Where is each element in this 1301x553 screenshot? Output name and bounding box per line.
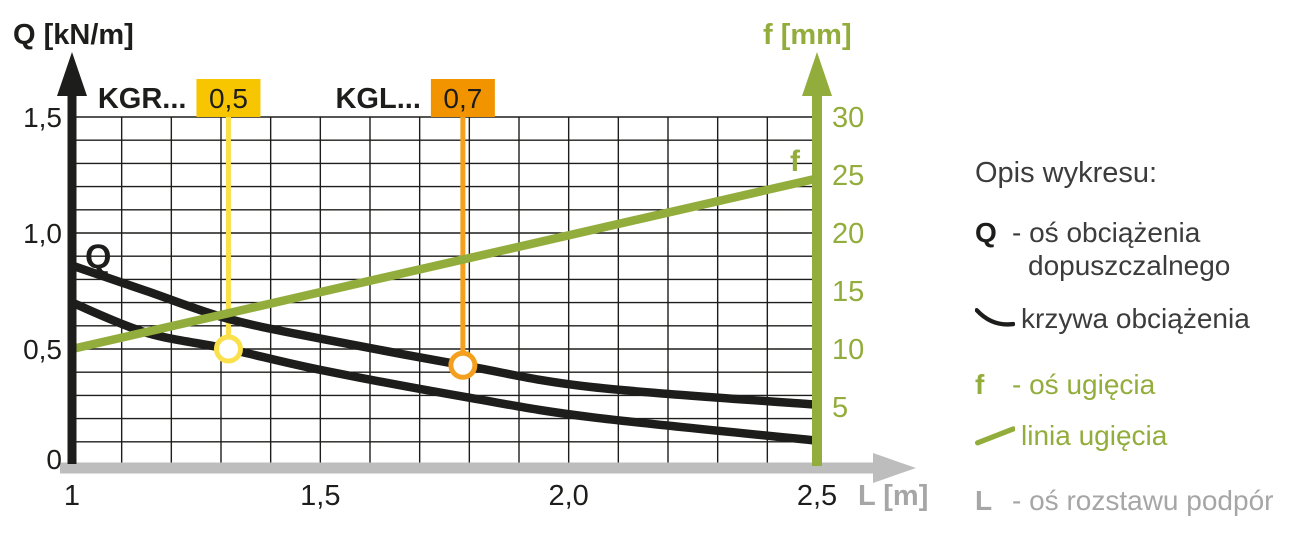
l-axis-arrow (873, 453, 916, 483)
legend-item-deflection-axis: f - oś ugięcia (975, 368, 1295, 401)
legend-item-label: - oś obciążenia dopuszczalnego (1012, 217, 1231, 281)
badge-value-kgr: 0,5 (209, 83, 248, 114)
l-axis-tick-label: 1 (64, 480, 80, 512)
annotation-label-kgl: KGL... (335, 83, 420, 115)
q-axis-symbol: Q (975, 217, 997, 248)
legend-item-load-axis: Q - oś obciążenia dopuszczalnego (975, 216, 1295, 282)
marker-kgl (448, 350, 478, 380)
legend-item-label: - oś rozstawu podpór (1012, 485, 1274, 516)
q-axis-arrow (57, 52, 87, 96)
legend-item-label: krzywa obciążenia (1021, 303, 1250, 334)
badge-kgr (196, 79, 261, 117)
series-kgr (67, 298, 822, 445)
legend-title: Opis wykresu: (975, 157, 1158, 189)
f-axis-symbol: f (975, 369, 985, 400)
f-axis-tick-label: 10 (832, 334, 864, 366)
l-axis-symbol: L (975, 485, 993, 516)
q-axis-tick-label: 1,5 (23, 102, 62, 133)
q-axis-tick-label: 0 (46, 444, 62, 475)
annotation-label-kgr: KGR... (98, 83, 187, 115)
deflection-line-icon (975, 419, 1021, 455)
l-axis-tick-label: 2,0 (549, 480, 589, 512)
inline-label-q: Q (85, 238, 111, 276)
f-axis-arrow (802, 52, 832, 96)
f-axis-tick-label: 15 (832, 276, 864, 308)
f-axis-tick-label: 25 (832, 160, 864, 192)
legend-item-span-axis: L - oś rozstawu podpór (975, 484, 1295, 517)
marker-kgr (213, 334, 243, 364)
chart-legend: Opis wykresu: Q - oś obciążenia dopuszcz… (974, 156, 1295, 517)
inline-label-f: f (790, 145, 801, 178)
series-ugiecie (67, 174, 822, 354)
grid (71, 116, 818, 466)
load-deflection-chart: 0 0,5 1,0 1,5 5 10 15 20 25 30 1 1,5 2,0 2,5 Q [kN/m] f… (13, 19, 928, 512)
l-axis-tick-label: 1,5 (300, 480, 340, 512)
legend-item-label: linia ugięcia (1021, 420, 1168, 451)
legend-item-label: - oś ugięcia (1012, 369, 1156, 400)
legend-item-load-curve: krzywa obciążenia (974, 302, 1295, 338)
f-axis-tick-label: 20 (832, 218, 864, 250)
legend-item-deflection-line: linia ugięcia (975, 419, 1295, 455)
q-axis-tick-label: 1,0 (23, 218, 62, 249)
badge-value-kgl: 0,7 (443, 83, 482, 114)
badge-kgl (430, 79, 495, 117)
f-axis-tick-label: 30 (832, 102, 864, 134)
q-axis-tick-label: 0,5 (23, 334, 62, 365)
series-kgl (67, 261, 822, 409)
load-curve-icon (974, 302, 1021, 338)
l-axis-tick-label: 2,5 (797, 480, 837, 512)
f-axis-tick-label: 5 (832, 392, 848, 424)
q-axis-title: Q [kN/m] (13, 19, 134, 51)
f-axis-title: f [mm] (763, 19, 852, 51)
l-axis-title: L [m] (858, 480, 928, 512)
annotation-callouts (225, 117, 466, 354)
